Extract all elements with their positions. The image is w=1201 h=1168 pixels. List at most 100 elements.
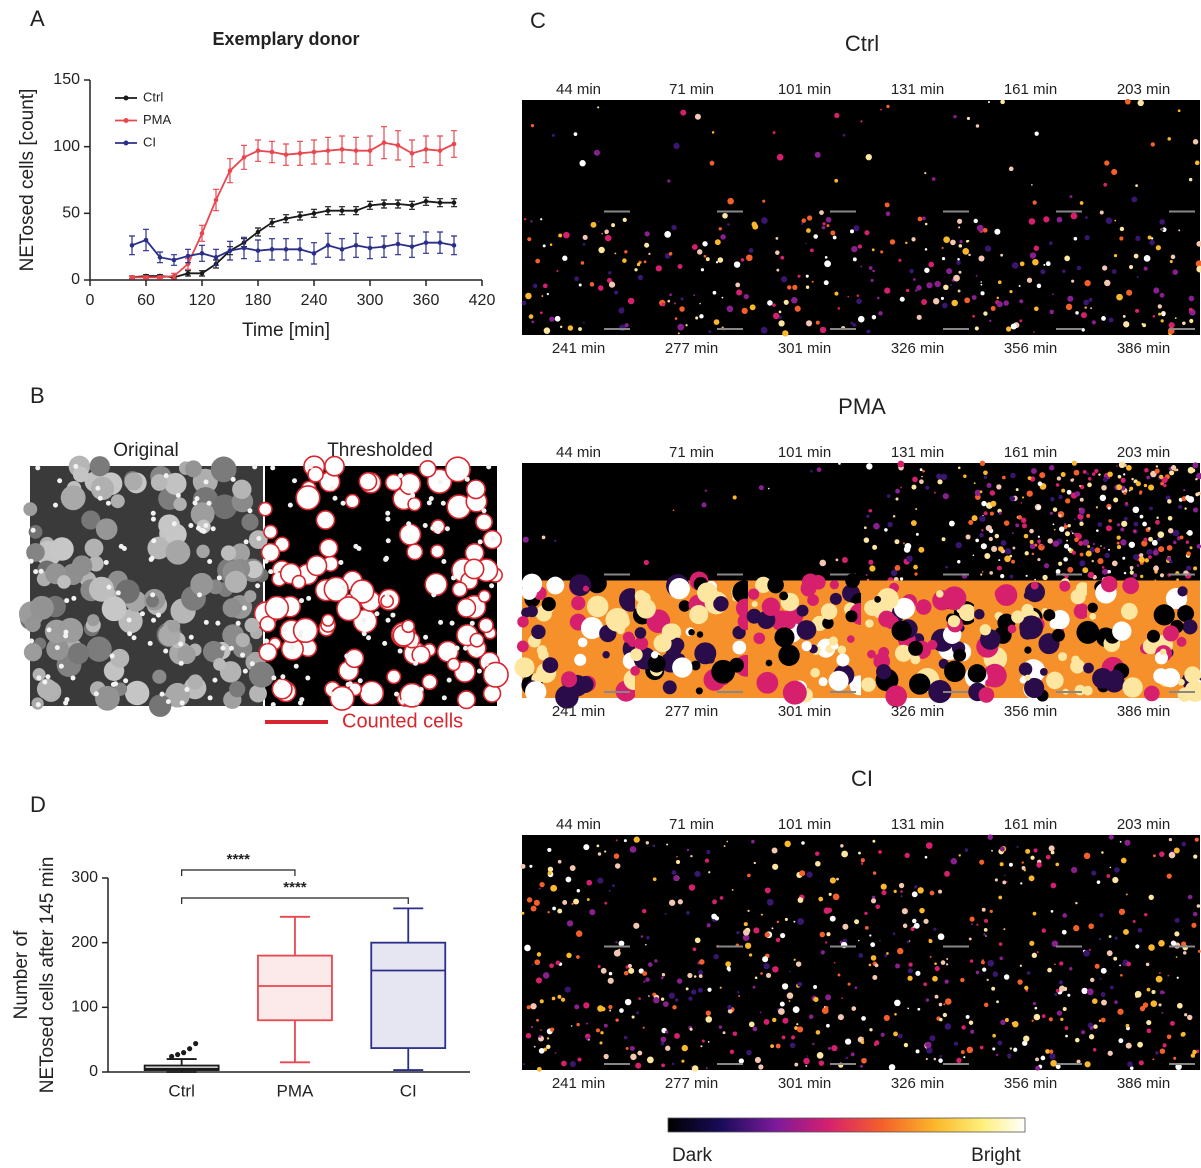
cell <box>196 544 210 559</box>
signal <box>1128 264 1134 270</box>
signal <box>985 679 993 687</box>
signal <box>762 199 766 203</box>
small-cell <box>397 648 403 654</box>
signal <box>634 268 638 272</box>
signal <box>791 1035 796 1040</box>
signal <box>992 1033 996 1038</box>
signal <box>983 475 988 480</box>
signal <box>748 953 753 957</box>
signal <box>1160 481 1165 486</box>
signal <box>1034 1006 1038 1010</box>
time-label: 71 min <box>669 816 714 833</box>
signal <box>1182 619 1198 635</box>
small-cell <box>73 463 79 469</box>
signal <box>1065 1034 1068 1038</box>
signal <box>992 1047 996 1051</box>
small-cell <box>394 691 400 697</box>
small-cell <box>150 516 156 522</box>
signal <box>743 293 749 300</box>
signal <box>868 559 874 565</box>
cell <box>244 590 257 603</box>
signal <box>944 1023 952 1030</box>
small-cell <box>297 633 303 639</box>
signal <box>974 494 981 500</box>
signal <box>709 160 715 166</box>
signal <box>1119 226 1125 232</box>
signal <box>829 592 842 605</box>
signal <box>755 576 772 594</box>
data-point <box>283 216 289 221</box>
signal <box>815 320 820 325</box>
small-cell <box>293 663 299 669</box>
signal <box>950 858 957 865</box>
signal <box>919 907 925 914</box>
cell <box>212 494 238 520</box>
data-point <box>381 244 387 249</box>
signal <box>998 942 1003 946</box>
signal <box>760 913 763 916</box>
signal <box>953 274 960 282</box>
signal <box>919 479 924 485</box>
signal <box>1107 1050 1113 1056</box>
signal <box>533 1045 536 1048</box>
signal <box>586 595 609 618</box>
signal <box>586 898 590 901</box>
signal <box>997 280 1002 285</box>
signal <box>1135 184 1138 187</box>
signal <box>856 298 862 305</box>
signal <box>948 520 955 527</box>
signal <box>914 885 918 889</box>
signal <box>674 1033 680 1039</box>
small-cell <box>469 620 475 626</box>
small-cell <box>110 682 116 688</box>
signal <box>1143 483 1148 488</box>
signal <box>1168 837 1173 842</box>
cell <box>241 513 259 531</box>
signal <box>1119 236 1124 241</box>
signal <box>1000 253 1004 257</box>
signal <box>1101 999 1107 1006</box>
signal <box>1114 219 1117 222</box>
signal <box>979 532 984 538</box>
data-point <box>395 143 401 148</box>
signal <box>693 294 696 297</box>
signal <box>863 537 870 543</box>
data-point <box>129 243 135 248</box>
signal <box>837 307 841 310</box>
signal <box>837 1014 844 1021</box>
small-cell <box>179 700 185 706</box>
signal <box>1146 1020 1152 1026</box>
signal <box>1008 166 1014 172</box>
signal <box>1004 548 1012 555</box>
signal <box>736 931 740 935</box>
signal <box>1132 506 1140 514</box>
signal <box>1011 559 1015 564</box>
signal <box>926 1047 933 1054</box>
small-cell <box>361 617 367 623</box>
signal <box>637 274 644 281</box>
small-cell <box>70 675 76 681</box>
time-label: 326 min <box>891 1075 944 1092</box>
signal <box>1020 502 1023 504</box>
signal <box>1139 492 1142 495</box>
signal <box>1156 516 1159 519</box>
signal <box>1149 506 1153 511</box>
signal <box>651 651 659 659</box>
signal <box>1159 851 1165 857</box>
signal <box>1176 1002 1183 1009</box>
signal <box>723 845 726 847</box>
signal <box>1176 976 1179 979</box>
signal <box>1162 991 1166 994</box>
signal <box>608 971 613 976</box>
signal <box>1071 532 1074 535</box>
small-cell <box>93 691 99 697</box>
signal <box>947 615 961 628</box>
signal <box>781 1035 786 1040</box>
signal <box>642 971 648 976</box>
signal <box>532 283 538 289</box>
counted-cell <box>406 543 424 561</box>
signal <box>521 911 525 915</box>
small-cell <box>103 559 109 565</box>
small-cell <box>210 526 216 532</box>
signal <box>1096 880 1101 884</box>
